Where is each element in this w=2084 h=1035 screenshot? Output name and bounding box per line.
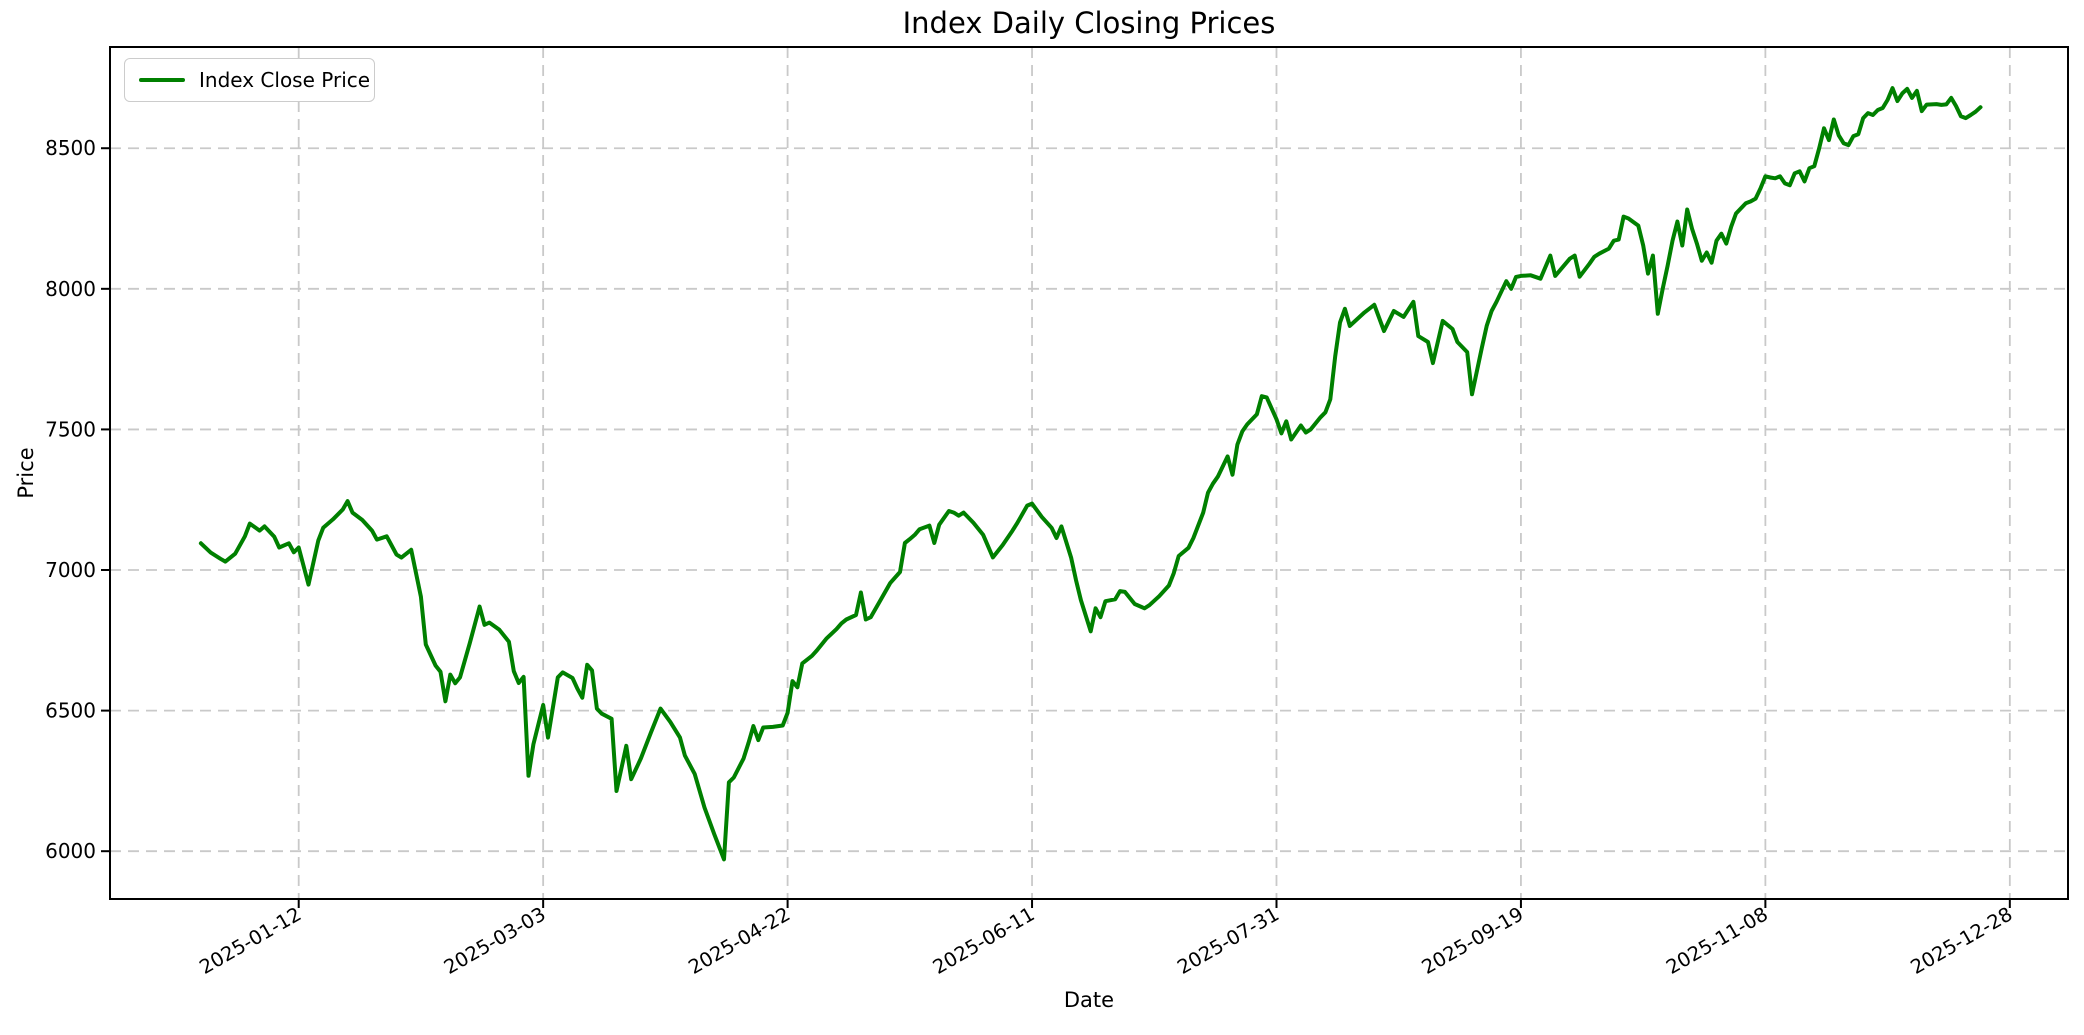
legend-line-sample bbox=[139, 78, 185, 82]
x-tick-label: 2025-12-28 bbox=[1907, 902, 2017, 979]
y-tick-label: 6000 bbox=[45, 839, 96, 863]
x-tick-label: 2025-04-22 bbox=[684, 902, 794, 979]
x-tick-label: 2025-06-11 bbox=[929, 902, 1039, 979]
y-tick-label: 7500 bbox=[45, 417, 96, 441]
plot-border bbox=[109, 46, 2069, 900]
x-tick-label: 2025-03-03 bbox=[440, 902, 550, 979]
y-tick-label: 8500 bbox=[45, 136, 96, 160]
x-axis-label: Date bbox=[1063, 988, 1115, 1012]
axis-tick-labels: 6000 6500 7000 7500 8000 8500 2025-01-12 2025-0… bbox=[45, 136, 2016, 979]
chart-title: Index Daily Closing Prices bbox=[902, 6, 1276, 40]
grid bbox=[110, 47, 2068, 899]
y-tick-label: 8000 bbox=[45, 277, 96, 301]
axis-ticks bbox=[101, 147, 2011, 908]
y-tick-label: 7000 bbox=[45, 558, 96, 582]
y-axis-label: Price bbox=[14, 447, 38, 499]
legend-label: Index Close Price bbox=[199, 68, 371, 92]
x-tick-label: 2025-07-31 bbox=[1173, 902, 1283, 979]
x-tick-label: 2025-09-19 bbox=[1418, 902, 1528, 979]
x-tick-label: 2025-01-12 bbox=[196, 902, 306, 979]
legend: Index Close Price bbox=[124, 58, 375, 102]
x-tick-label: 2025-11-08 bbox=[1662, 902, 1772, 979]
y-tick-label: 6500 bbox=[45, 699, 96, 723]
price-line-series bbox=[198, 86, 1983, 862]
